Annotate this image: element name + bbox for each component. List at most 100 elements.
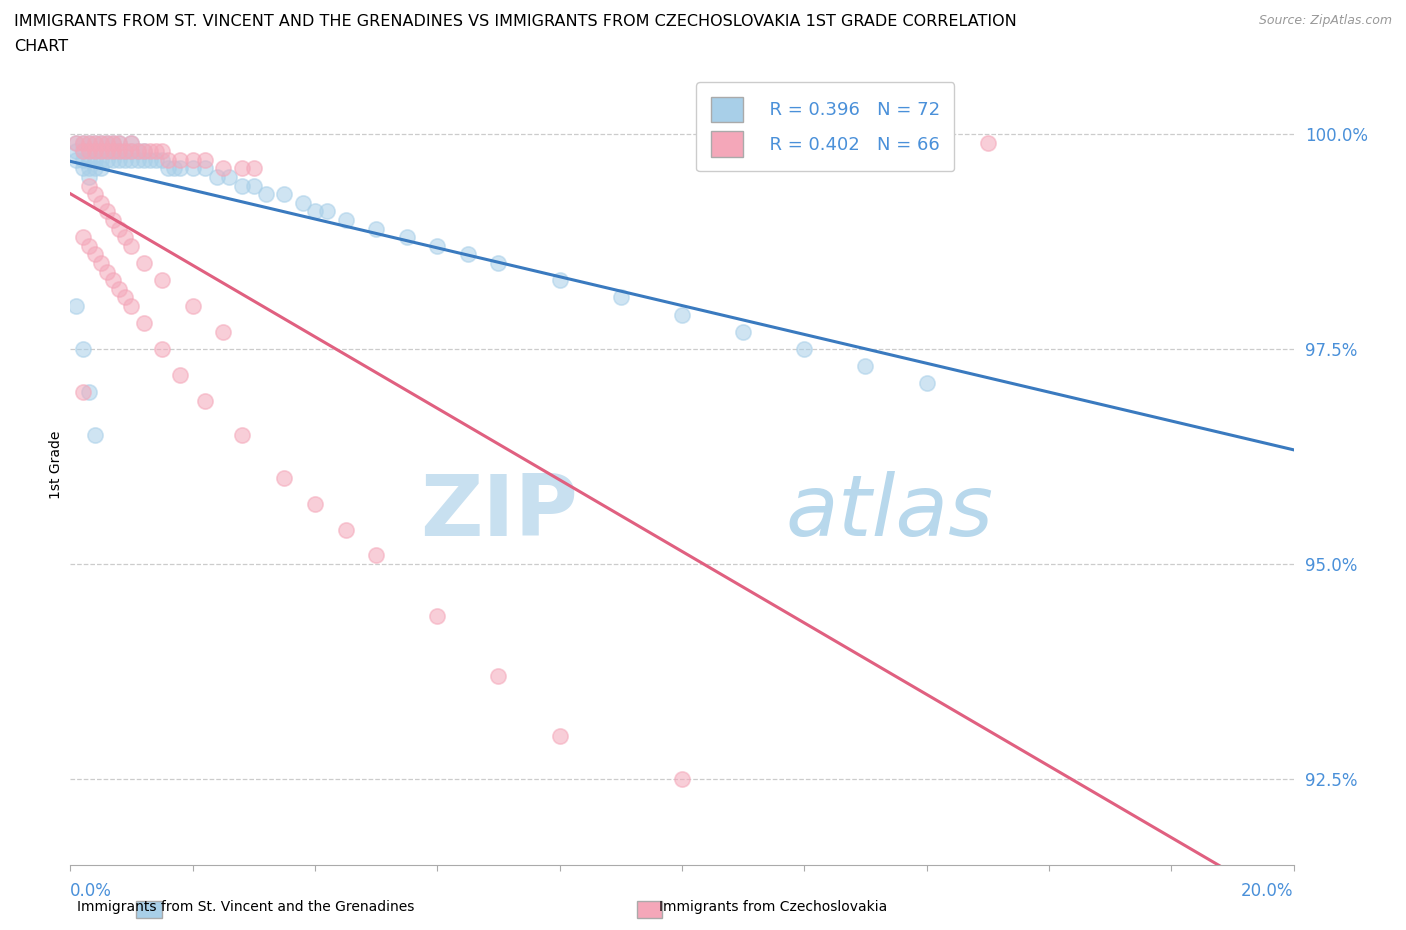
Point — [855, 359, 877, 374]
Point — [291, 195, 314, 210]
Point — [457, 246, 479, 261]
Point — [77, 143, 100, 158]
Point — [212, 161, 235, 176]
Point — [72, 384, 94, 399]
Point — [108, 135, 131, 150]
Point — [132, 143, 155, 158]
Point — [77, 143, 100, 158]
Point — [273, 187, 295, 202]
Text: Immigrants from Czechoslovakia: Immigrants from Czechoslovakia — [659, 899, 887, 914]
Point — [548, 272, 571, 287]
Point — [83, 428, 105, 443]
Point — [121, 299, 143, 313]
Point — [72, 143, 94, 158]
Point — [733, 325, 755, 339]
Point — [488, 669, 510, 684]
Point — [77, 238, 100, 253]
Point — [96, 143, 118, 158]
Point — [366, 221, 388, 236]
Point — [121, 238, 143, 253]
Point — [335, 212, 357, 227]
Text: 20.0%: 20.0% — [1241, 882, 1294, 900]
Point — [181, 299, 204, 313]
Point — [90, 135, 112, 150]
Point — [194, 393, 217, 408]
Point — [83, 161, 105, 176]
Point — [610, 290, 633, 305]
Point — [96, 143, 118, 158]
Point — [101, 143, 124, 158]
Point — [77, 153, 100, 167]
Point — [150, 143, 173, 158]
Point — [194, 161, 217, 176]
Point — [243, 178, 266, 193]
Point — [77, 135, 100, 150]
Text: atlas: atlas — [786, 472, 994, 554]
Point — [108, 143, 131, 158]
Point — [72, 161, 94, 176]
Point — [101, 135, 124, 150]
Point — [72, 135, 94, 150]
Point — [243, 161, 266, 176]
Point — [108, 281, 131, 296]
Point — [132, 256, 155, 271]
Text: ZIP: ZIP — [420, 472, 578, 554]
Point — [83, 135, 105, 150]
Point — [72, 230, 94, 245]
Point — [366, 548, 388, 563]
Point — [163, 161, 186, 176]
Y-axis label: 1st Grade: 1st Grade — [49, 431, 63, 499]
Point — [108, 135, 131, 150]
Point — [90, 161, 112, 176]
Point — [121, 143, 143, 158]
Point — [218, 169, 240, 184]
Point — [793, 341, 815, 356]
Point — [77, 178, 100, 193]
Point — [157, 161, 180, 176]
Point — [96, 264, 118, 279]
Point — [316, 204, 339, 219]
Point — [181, 153, 204, 167]
Point — [132, 315, 155, 330]
Legend:   R = 0.396   N = 72,   R = 0.402   N = 66: R = 0.396 N = 72, R = 0.402 N = 66 — [696, 82, 955, 171]
Point — [96, 204, 118, 219]
Point — [114, 290, 136, 305]
Text: IMMIGRANTS FROM ST. VINCENT AND THE GRENADINES VS IMMIGRANTS FROM CZECHOSLOVAKIA: IMMIGRANTS FROM ST. VINCENT AND THE GREN… — [14, 14, 1017, 29]
Point — [114, 143, 136, 158]
Point — [83, 143, 105, 158]
Point — [121, 135, 143, 150]
Point — [145, 153, 167, 167]
Point — [90, 153, 112, 167]
Point — [976, 135, 998, 150]
Point — [77, 135, 100, 150]
Point — [231, 428, 253, 443]
Point — [90, 143, 112, 158]
Point — [127, 143, 149, 158]
Point — [77, 161, 100, 176]
Point — [150, 153, 173, 167]
Point — [127, 143, 149, 158]
Point — [101, 143, 124, 158]
Point — [671, 307, 693, 322]
Point — [169, 153, 191, 167]
Point — [72, 153, 94, 167]
Point — [169, 367, 191, 382]
Point — [304, 497, 326, 512]
Point — [96, 153, 118, 167]
Point — [83, 153, 105, 167]
Point — [77, 169, 100, 184]
Point — [65, 143, 87, 158]
Point — [108, 221, 131, 236]
Point — [72, 143, 94, 158]
Point — [426, 608, 449, 623]
Point — [108, 153, 131, 167]
Point — [548, 728, 571, 743]
Point — [83, 135, 105, 150]
Point — [90, 195, 112, 210]
Point — [127, 153, 149, 167]
Point — [231, 178, 253, 193]
Point — [150, 272, 173, 287]
Point — [205, 169, 228, 184]
Text: CHART: CHART — [14, 39, 67, 54]
Point — [101, 153, 124, 167]
